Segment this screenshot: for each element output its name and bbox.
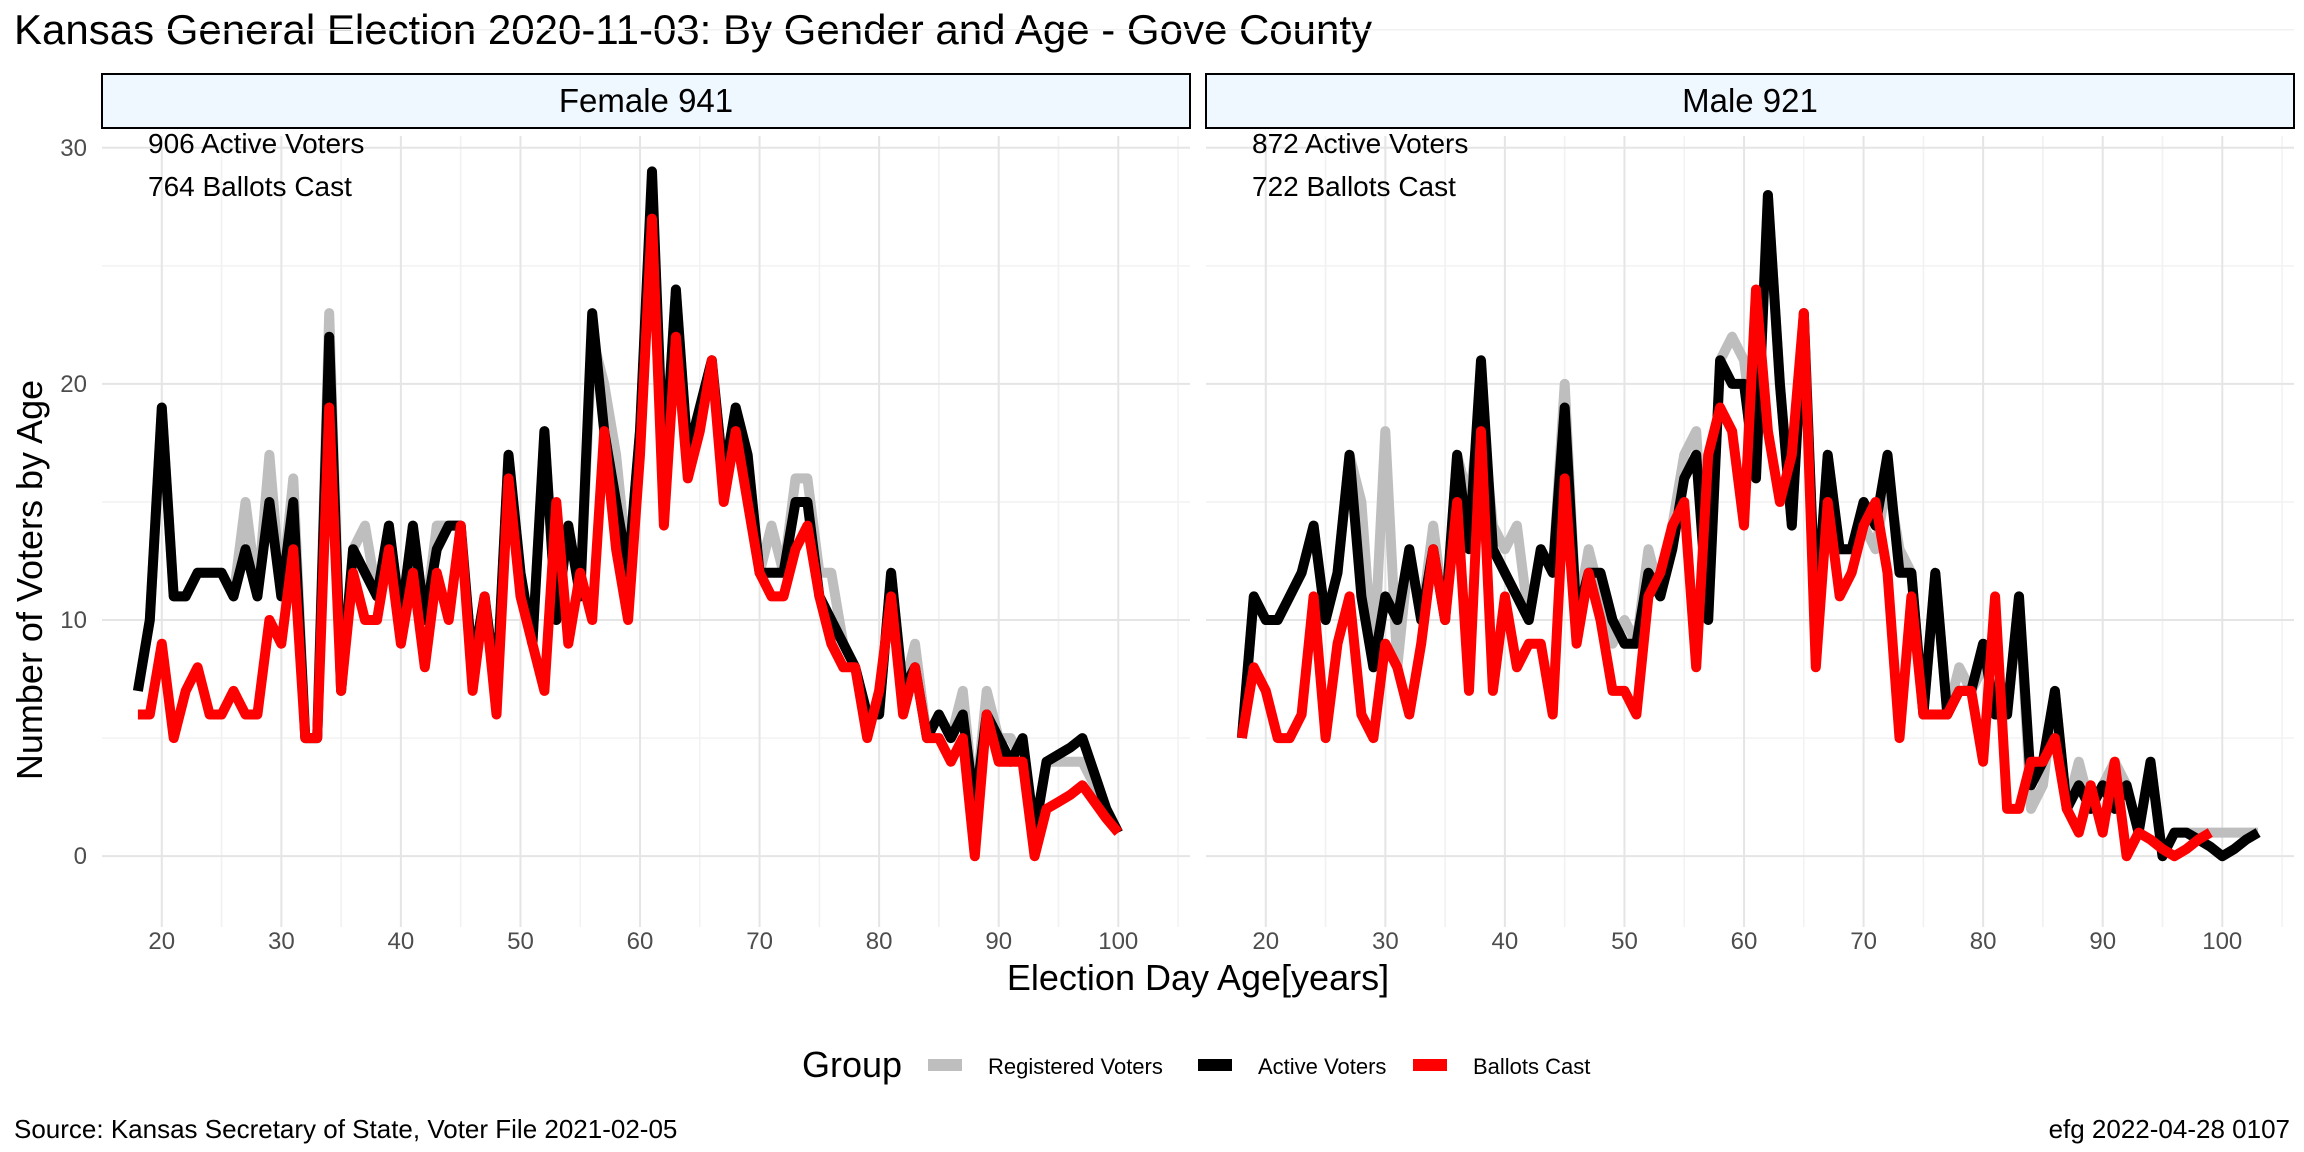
series-line-registered-voters	[1236, 190, 2259, 862]
x-tick-label: 70	[1850, 928, 1877, 955]
x-tick-label: 50	[507, 928, 534, 955]
panel-male-lines	[1236, 190, 2261, 862]
x-tick-label: 100	[1098, 928, 1138, 955]
x-tick-label: 70	[746, 928, 773, 955]
panel-male-strip-label: Male 921	[1682, 82, 1818, 119]
x-tick-label: 30	[1372, 928, 1399, 955]
series-line-ballots-cast	[137, 213, 1123, 862]
legend-label-ballots: Ballots Cast	[1473, 1054, 1590, 1079]
panel-female: Female 941 906 Active Voters 764 Ballots…	[101, 28, 1191, 955]
x-axis-label: Election Day Age[years]	[1007, 957, 1389, 998]
x-tick-label: 80	[1970, 928, 1997, 955]
y-tick-label: 30	[60, 135, 87, 162]
x-tick-label: 20	[1252, 928, 1279, 955]
y-tick-label: 20	[60, 371, 87, 398]
panel-male-strip	[1205, 73, 2295, 129]
x-tick-label: 30	[268, 928, 295, 955]
x-tick-label: 90	[985, 928, 1012, 955]
x-tick-label: 20	[148, 928, 175, 955]
x-tick-label: 80	[866, 928, 893, 955]
y-axis-label: Number of Voters by Age	[9, 380, 50, 780]
x-tick-label: 50	[1611, 928, 1638, 955]
x-tick-label: 40	[388, 928, 415, 955]
panel-female-strip-label: Female 941	[559, 82, 733, 119]
x-tick-label: 40	[1492, 928, 1519, 955]
timestamp-stamp: efg 2022-04-28 0107	[2049, 1114, 2290, 1144]
panel-female-strip	[101, 73, 1191, 129]
x-tick-label: 60	[1731, 928, 1758, 955]
panel-male-annotation-active: 872 Active Voters	[1252, 128, 1468, 159]
panel-male-grid	[1206, 28, 2294, 927]
panel-male-annotation-ballots: 722 Ballots Cast	[1252, 171, 1456, 202]
y-tick-label: 10	[60, 607, 87, 634]
legend-label-active: Active Voters	[1258, 1054, 1386, 1079]
series-line-ballots-cast	[1236, 284, 2213, 862]
panel-male: Male 921 872 Active Voters 722 Ballots C…	[1205, 28, 2295, 955]
legend-label-registered: Registered Voters	[988, 1054, 1163, 1079]
x-tick-label: 90	[2089, 928, 2116, 955]
source-note: Source: Kansas Secretary of State, Voter…	[14, 1114, 677, 1144]
y-tick-label: 0	[74, 843, 87, 870]
panel-female-annotation-ballots: 764 Ballots Cast	[148, 171, 352, 202]
legend-title: Group	[802, 1044, 902, 1085]
y-axis-ticks: 0 10 20 30	[60, 135, 87, 870]
panel-female-annotation-active: 906 Active Voters	[148, 128, 364, 159]
legend: Group Registered Voters Active Voters Ba…	[802, 1044, 1590, 1085]
panel-female-lines	[132, 166, 1123, 862]
x-tick-label: 60	[627, 928, 654, 955]
x-tick-label: 100	[2202, 928, 2242, 955]
